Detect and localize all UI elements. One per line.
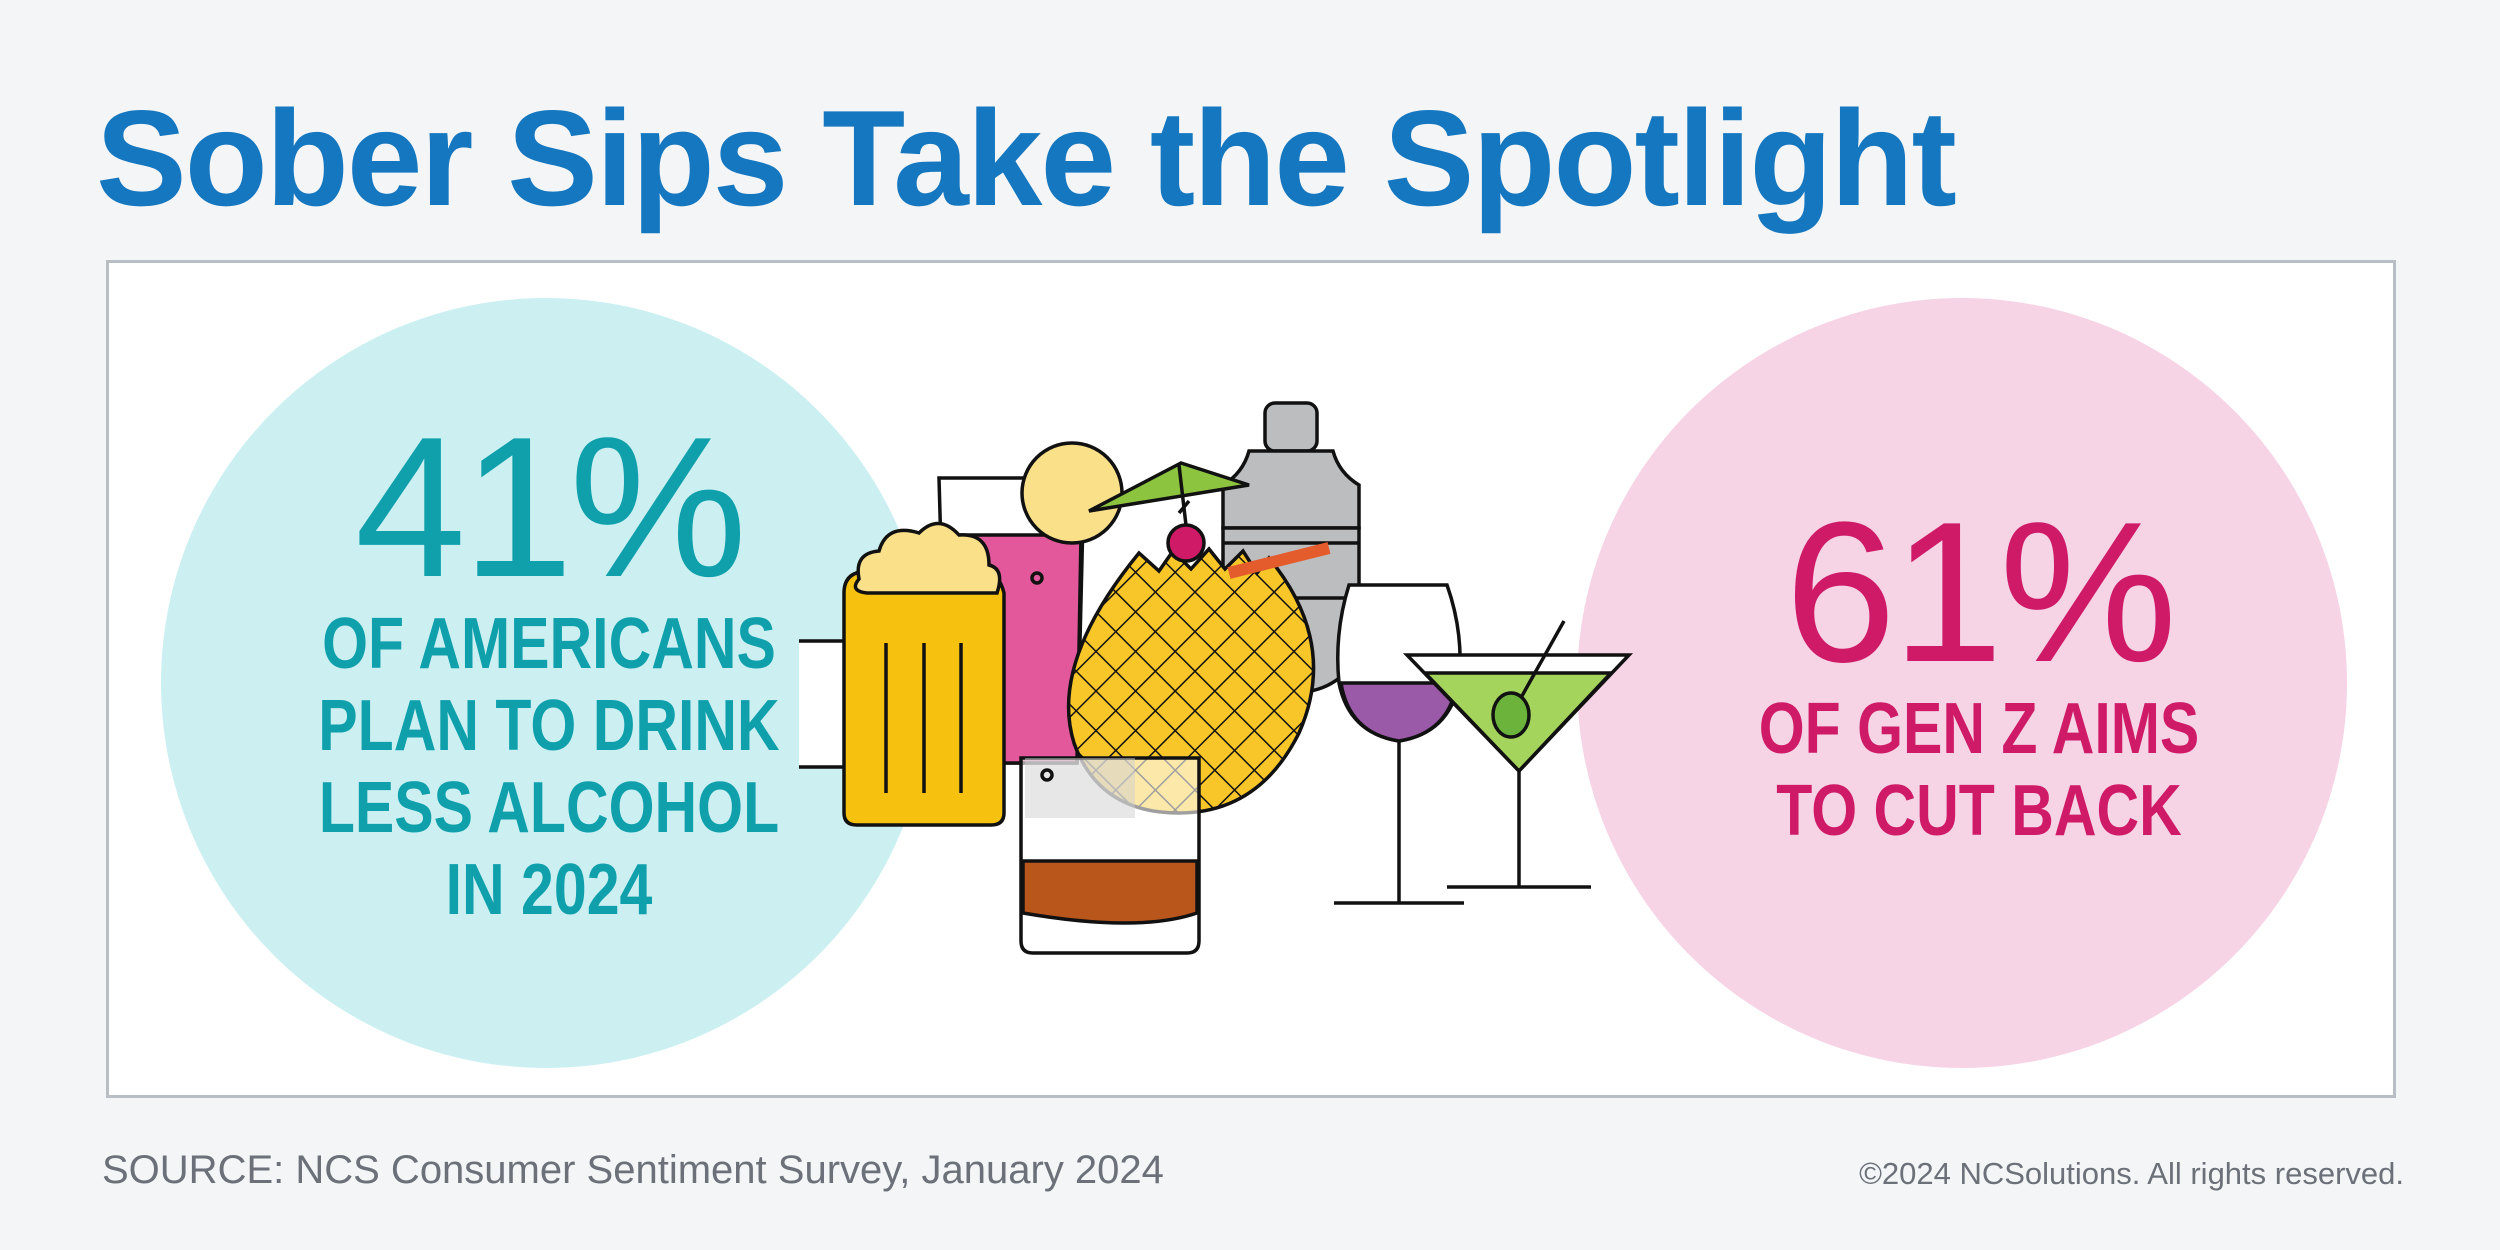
martini-glass-icon [1402,620,1634,889]
left-stat-line: PLAN TO DRINK [318,686,780,766]
right-stat-line: TO CUT BACK [1776,771,2182,851]
page-title: Sober Sips Take the Spotlight [96,82,1957,234]
left-stat-line: LESS ALCOHOL [318,768,780,848]
source-note: SOURCE: NCS Consumer Sentiment Survey, J… [102,1148,1164,1192]
whiskey-glass-icon [1019,756,1201,955]
infographic-panel: 41% OF AMERICANS PLAN TO DRINK LESS ALCO… [106,260,2396,1098]
left-stat-line: OF AMERICANS [322,604,776,684]
right-stat: 61% OF GEN Z AIMS TO CUT BACK [1669,481,2289,852]
pineapple-drink-icon [1066,461,1331,815]
copyright-note: ©2024 NCSolutions. All rights reserved. [1859,1156,2404,1191]
left-stat-percent: 41% [354,396,747,619]
right-stat-percent: 61% [1784,481,2177,704]
left-stat: 41% OF AMERICANS PLAN TO DRINK LESS ALCO… [239,396,859,931]
left-stat-line: IN 2024 [445,850,653,930]
pink-circle [1577,298,2347,1068]
right-stat-line: OF GEN Z AIMS [1758,689,2200,769]
wine-glass-icon [1334,583,1464,905]
beer-mug-icon [799,521,1006,827]
drinks-illustration [799,401,1634,955]
